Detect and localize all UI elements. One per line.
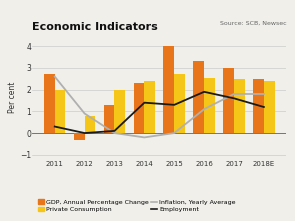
- Y-axis label: Per cent: Per cent: [8, 82, 17, 113]
- Bar: [55, 90, 65, 133]
- Bar: [104, 105, 114, 133]
- Bar: [163, 46, 174, 133]
- Bar: [253, 79, 264, 133]
- Bar: [134, 83, 144, 133]
- Bar: [174, 74, 185, 133]
- Bar: [44, 74, 55, 133]
- Text: Source: SCB, Newsec: Source: SCB, Newsec: [219, 21, 286, 25]
- Bar: [114, 90, 125, 133]
- Bar: [223, 68, 234, 133]
- Text: Economic Indicators: Economic Indicators: [32, 22, 158, 32]
- Bar: [234, 79, 245, 133]
- Bar: [204, 78, 215, 133]
- Bar: [74, 133, 85, 140]
- Bar: [144, 81, 155, 133]
- Bar: [85, 116, 95, 133]
- Legend: GDP, Annual Percentage Change, Private Consumption, Inflation, Yearly Average, E: GDP, Annual Percentage Change, Private C…: [36, 197, 238, 215]
- Bar: [193, 61, 204, 133]
- Bar: [264, 81, 275, 133]
